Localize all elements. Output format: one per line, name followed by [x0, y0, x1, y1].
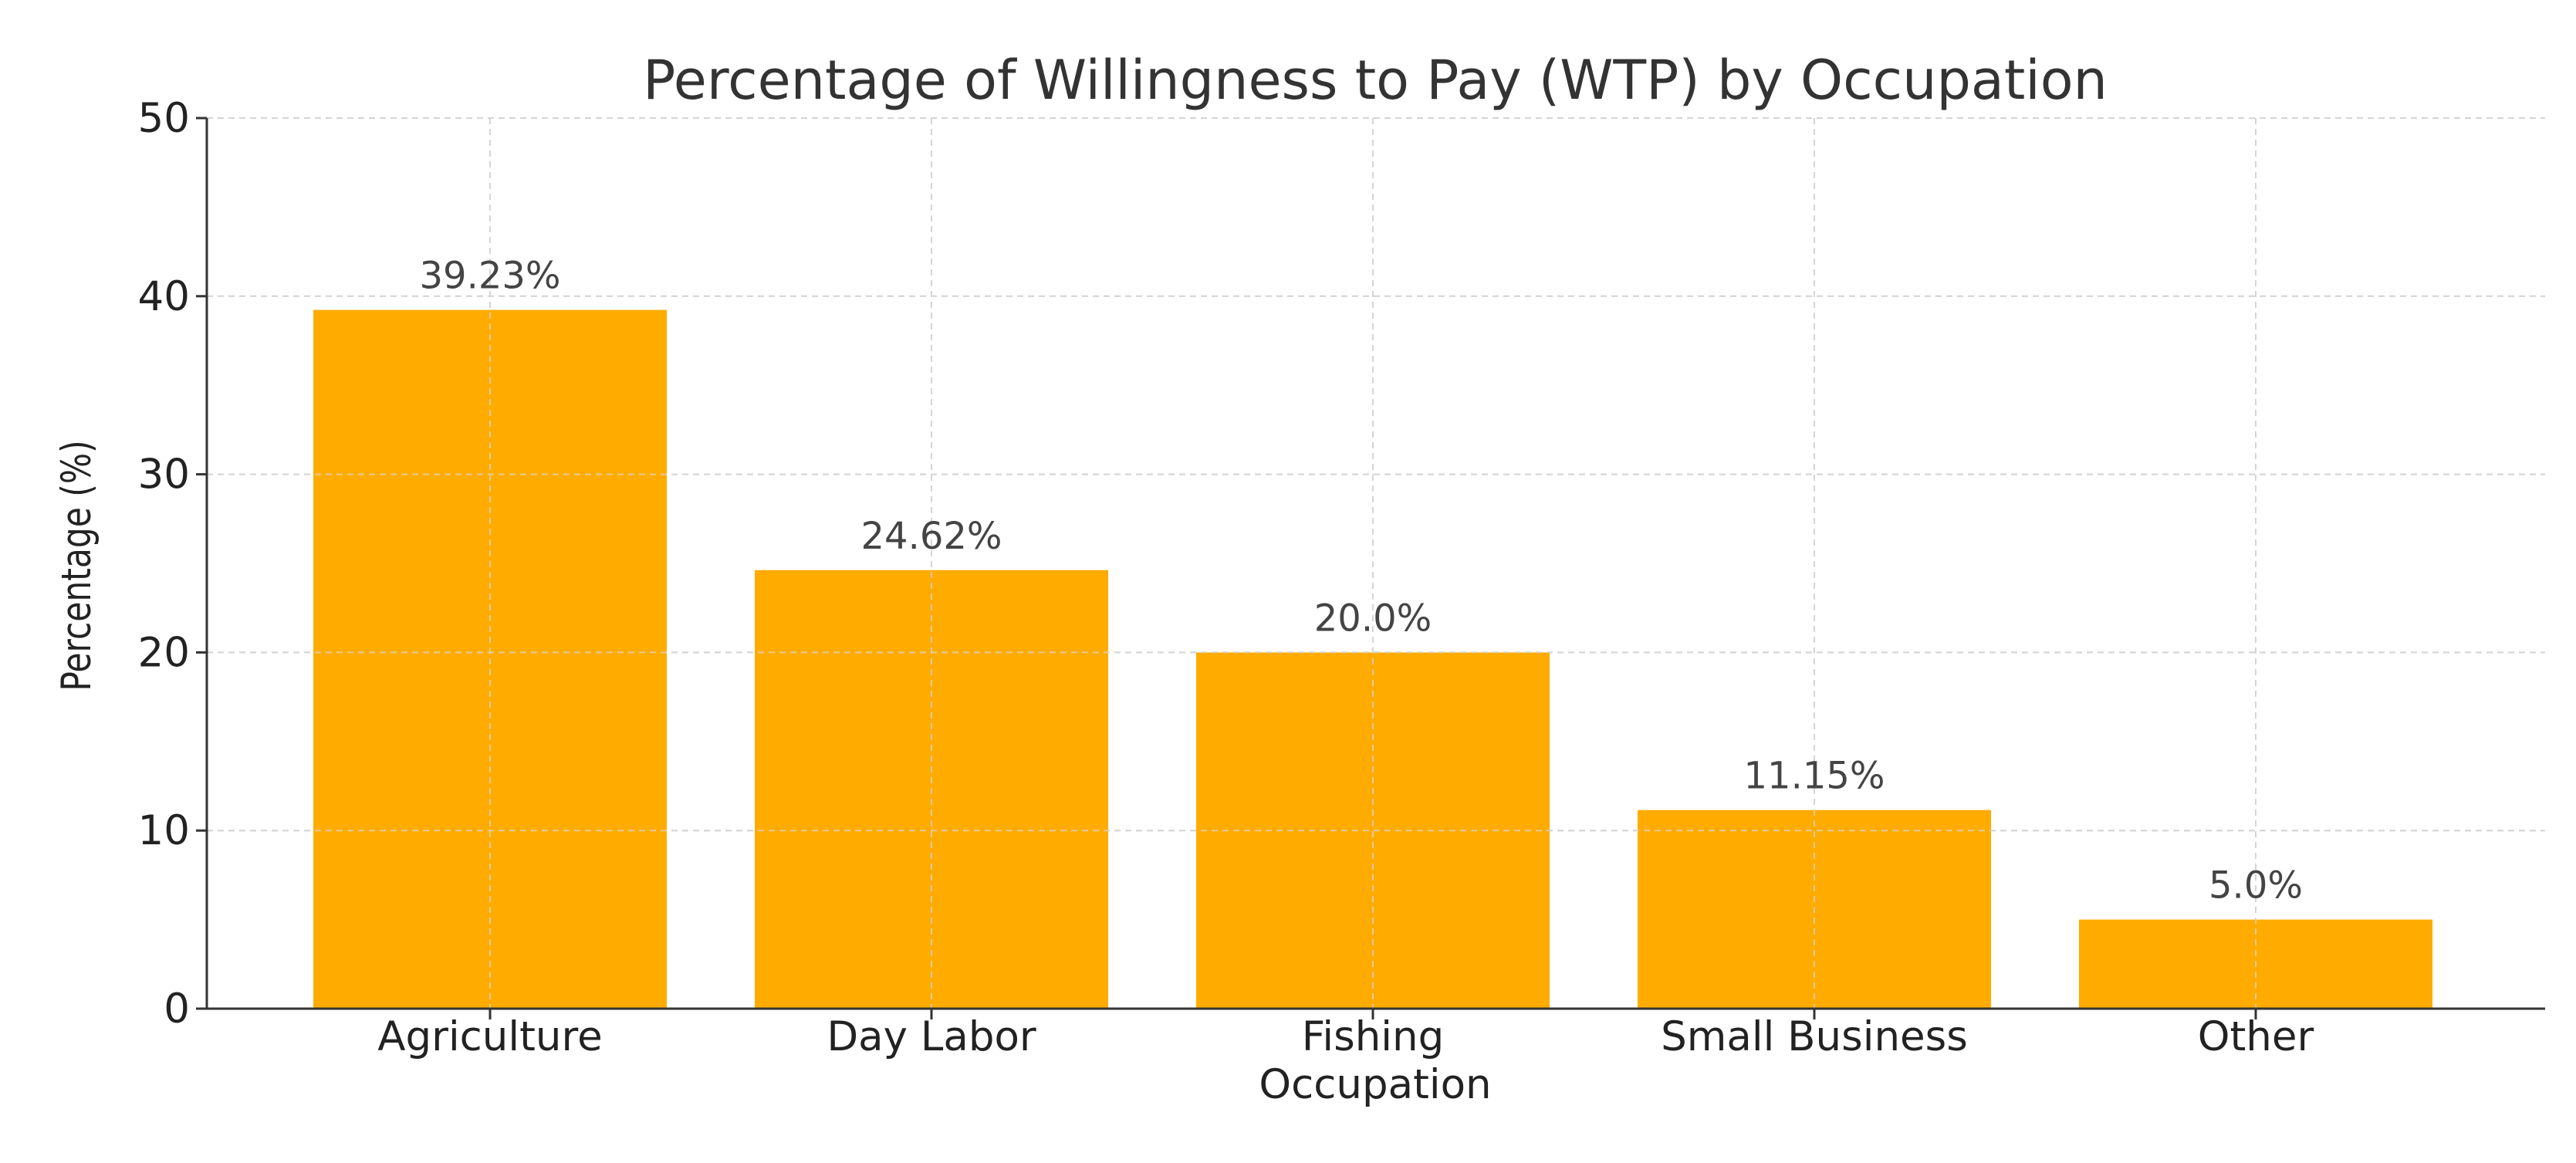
data-label: 5.0%	[2209, 864, 2303, 908]
data-label: 24.62%	[860, 515, 1002, 558]
data-label: 20.0%	[1314, 597, 1432, 640]
x-tick-label: Small Business	[1661, 1013, 1968, 1060]
x-axis-title: Occupation	[1259, 1061, 1491, 1108]
axes	[205, 118, 2545, 1010]
chart-title: Percentage of Willingness to Pay (WTP) b…	[643, 49, 2108, 112]
y-tick-label: 30	[138, 451, 190, 499]
ticks: 0 10 20 30 40 50 Agriculture Day Labor Fishing Sm…	[138, 95, 2314, 1060]
bars	[313, 309, 2432, 1009]
value-labels: 39.23% 24.62% 20.0% 11.15% 5.0%	[419, 255, 2302, 908]
y-axis-title: Percentage (%)	[52, 440, 100, 691]
y-tick-label: 20	[138, 629, 190, 676]
data-label: 39.23%	[419, 255, 560, 298]
y-tick-label: 50	[138, 95, 190, 142]
y-tick-label: 40	[138, 273, 190, 320]
x-tick-label: Fishing	[1302, 1013, 1445, 1060]
data-label: 11.15%	[1743, 755, 1885, 798]
x-tick-label: Other	[2198, 1013, 2314, 1060]
grid-overlay	[207, 117, 2545, 1009]
x-tick-label: Day Labor	[827, 1013, 1036, 1060]
x-tick-label: Agriculture	[377, 1013, 602, 1060]
y-tick-label: 10	[138, 807, 190, 854]
y-tick-label: 0	[164, 986, 190, 1033]
